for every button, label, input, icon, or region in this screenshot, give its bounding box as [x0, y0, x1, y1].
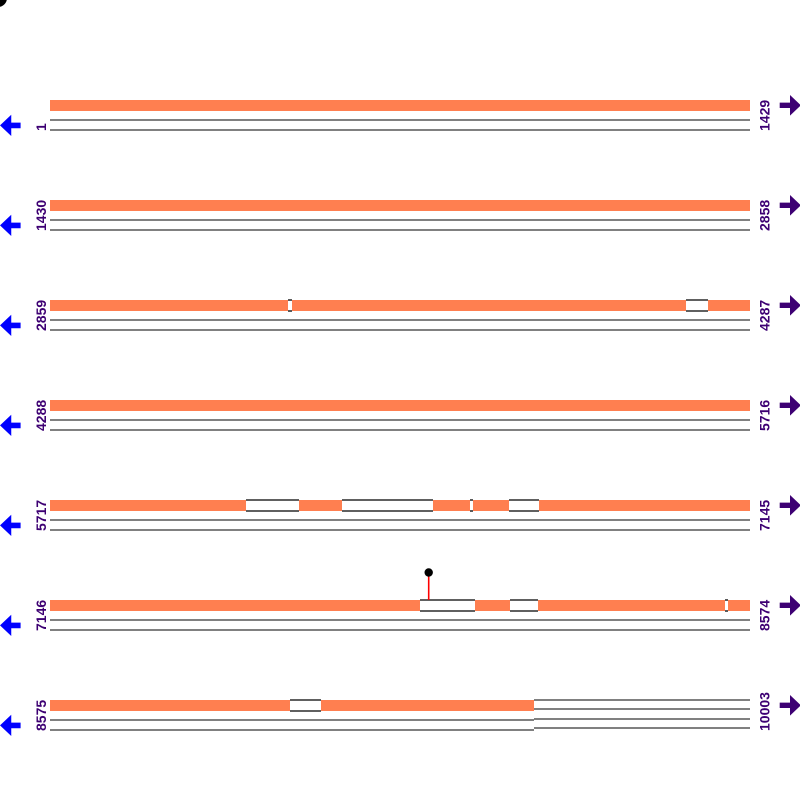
svg-text:5717: 5717 — [33, 500, 49, 531]
svg-text:7145: 7145 — [757, 500, 773, 531]
svg-text:1: 1 — [33, 123, 49, 131]
svg-text:1429: 1429 — [757, 100, 773, 131]
svg-text:4288: 4288 — [33, 400, 49, 431]
svg-text:4287: 4287 — [757, 300, 773, 331]
svg-text:8574: 8574 — [757, 600, 773, 631]
svg-text:1430: 1430 — [33, 200, 49, 231]
svg-text:8575: 8575 — [33, 700, 49, 731]
svg-text:7146: 7146 — [33, 600, 49, 631]
svg-text:2859: 2859 — [33, 300, 49, 331]
svg-text:2858: 2858 — [757, 200, 773, 231]
svg-text:5716: 5716 — [757, 400, 773, 431]
svg-text:10003: 10003 — [757, 692, 773, 731]
